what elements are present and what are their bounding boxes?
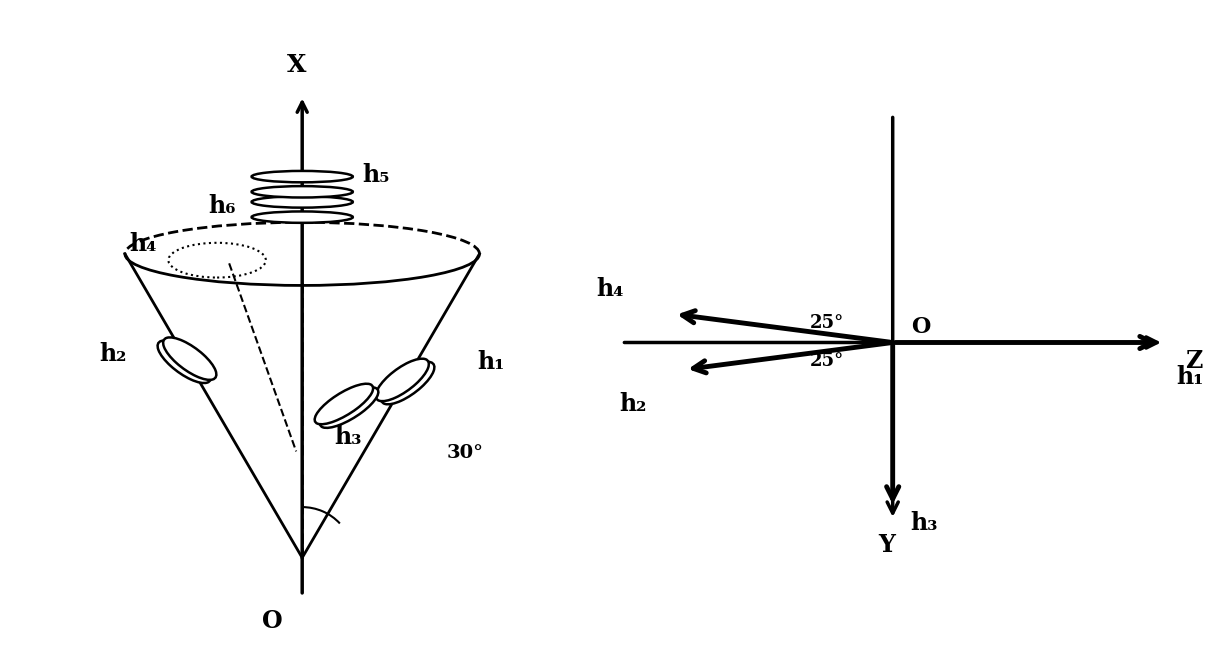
Text: h₄: h₄ bbox=[129, 232, 157, 256]
Text: X: X bbox=[286, 52, 306, 76]
Text: h₂: h₂ bbox=[619, 392, 646, 416]
Text: h₂: h₂ bbox=[99, 342, 127, 366]
Text: h₁: h₁ bbox=[1176, 366, 1203, 389]
Text: Z: Z bbox=[1185, 349, 1203, 373]
Text: h₄: h₄ bbox=[596, 277, 623, 301]
Ellipse shape bbox=[251, 171, 352, 182]
Text: O: O bbox=[262, 609, 283, 633]
Ellipse shape bbox=[251, 212, 352, 223]
Ellipse shape bbox=[157, 340, 211, 383]
Ellipse shape bbox=[375, 358, 429, 401]
Text: 25°: 25° bbox=[811, 352, 845, 370]
Text: h₃: h₃ bbox=[911, 511, 939, 535]
Ellipse shape bbox=[251, 196, 352, 208]
Ellipse shape bbox=[163, 337, 216, 380]
Text: h₆: h₆ bbox=[208, 194, 236, 219]
Ellipse shape bbox=[315, 384, 373, 424]
Text: 25°: 25° bbox=[811, 314, 845, 333]
Ellipse shape bbox=[319, 388, 378, 428]
Text: h₅: h₅ bbox=[362, 162, 390, 187]
Text: O: O bbox=[911, 316, 930, 338]
Text: h₁: h₁ bbox=[478, 351, 505, 375]
Text: 30°: 30° bbox=[447, 444, 484, 463]
Ellipse shape bbox=[251, 186, 352, 197]
Text: h₃: h₃ bbox=[334, 426, 362, 450]
Text: Y: Y bbox=[878, 533, 895, 557]
Ellipse shape bbox=[382, 362, 434, 404]
